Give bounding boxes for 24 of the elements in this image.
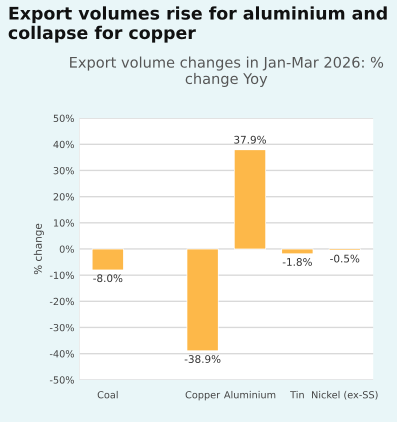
y-tick-label: -30% xyxy=(50,324,74,332)
y-tick-label: 50% xyxy=(54,114,74,122)
data-label: -38.9% xyxy=(184,355,220,363)
data-label: -8.0% xyxy=(93,274,122,282)
y-tick-label: -40% xyxy=(50,350,74,358)
y-tick-label: -50% xyxy=(50,376,74,384)
data-label: 37.9% xyxy=(234,136,266,144)
y-tick-label: 0% xyxy=(60,245,74,253)
y-tick-label: -10% xyxy=(50,272,74,279)
x-tick-label: Coal xyxy=(98,390,118,398)
y-tick-label: 20% xyxy=(54,193,74,200)
x-tick-label: Copper xyxy=(186,391,220,400)
y-tick-label: 40% xyxy=(53,140,74,148)
chart-title: Export volumes rise for aluminium and collapse for copper xyxy=(8,6,387,43)
chart-subtitle: Export volume changes in Jan-Mar 2026: % change Yoy xyxy=(70,56,384,87)
data-label: -0.5% xyxy=(330,254,360,263)
x-tick-label: Aluminium xyxy=(224,390,276,398)
x-tick-label: Tin xyxy=(290,390,304,398)
y-tick-label: 30% xyxy=(54,166,74,174)
y-tick-label: -20% xyxy=(50,298,74,306)
y-axis-title: % change xyxy=(34,224,44,274)
y-tick-label: 10% xyxy=(54,219,74,227)
x-tick-label: Nickel (ex-SS) xyxy=(312,390,378,400)
data-label: -1.8% xyxy=(282,258,312,266)
